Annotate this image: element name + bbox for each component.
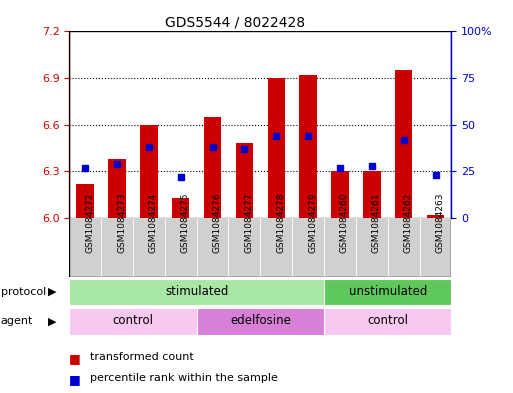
Text: ▶: ▶	[48, 316, 56, 326]
Text: GSM1084279: GSM1084279	[308, 193, 317, 253]
Text: GSM1084276: GSM1084276	[212, 193, 222, 253]
Bar	[140, 125, 157, 218]
Bar	[235, 143, 253, 218]
Text: GSM1084273: GSM1084273	[117, 193, 126, 253]
Bar	[363, 171, 381, 218]
Text: GSM1084272: GSM1084272	[85, 193, 94, 253]
Bar	[267, 78, 285, 218]
Text: ■: ■	[69, 373, 81, 386]
Text: GSM1084277: GSM1084277	[244, 193, 253, 253]
Text: protocol: protocol	[1, 287, 46, 297]
Text: edelfosine: edelfosine	[230, 314, 291, 327]
Text: GSM1084263: GSM1084263	[436, 193, 445, 253]
Text: GSM1084278: GSM1084278	[277, 193, 285, 253]
Bar	[204, 117, 221, 218]
Bar	[356, 218, 388, 277]
Bar	[261, 218, 292, 277]
Bar	[69, 308, 196, 334]
Bar	[324, 279, 451, 305]
Text: GSM1084275: GSM1084275	[181, 193, 190, 253]
Bar	[228, 218, 261, 277]
Bar	[76, 184, 94, 218]
Text: unstimulated: unstimulated	[348, 285, 427, 298]
Text: percentile rank within the sample: percentile rank within the sample	[90, 373, 278, 383]
Text: ▶: ▶	[48, 287, 56, 297]
Bar	[395, 70, 412, 218]
Text: GSM1084261: GSM1084261	[372, 193, 381, 253]
Bar	[196, 218, 228, 277]
Text: GSM1084262: GSM1084262	[404, 193, 412, 253]
Text: control: control	[367, 314, 408, 327]
Bar	[172, 198, 189, 218]
Text: GSM1084260: GSM1084260	[340, 193, 349, 253]
Bar	[388, 218, 420, 277]
Bar	[324, 218, 356, 277]
Text: agent: agent	[1, 316, 33, 326]
Bar	[420, 218, 451, 277]
Bar	[69, 279, 324, 305]
Bar	[324, 308, 451, 334]
Bar	[108, 159, 126, 218]
Bar	[133, 218, 165, 277]
Text: GSM1084274: GSM1084274	[149, 193, 158, 253]
Text: ■: ■	[69, 352, 81, 365]
Bar	[292, 218, 324, 277]
Bar	[300, 75, 317, 218]
Text: GDS5544 / 8022428: GDS5544 / 8022428	[165, 16, 305, 30]
Bar	[101, 218, 133, 277]
Text: control: control	[112, 314, 153, 327]
Bar	[331, 171, 349, 218]
Text: stimulated: stimulated	[165, 285, 228, 298]
Bar	[196, 308, 324, 334]
Bar	[427, 215, 444, 218]
Bar	[69, 218, 101, 277]
Text: transformed count: transformed count	[90, 352, 193, 362]
Bar	[165, 218, 196, 277]
